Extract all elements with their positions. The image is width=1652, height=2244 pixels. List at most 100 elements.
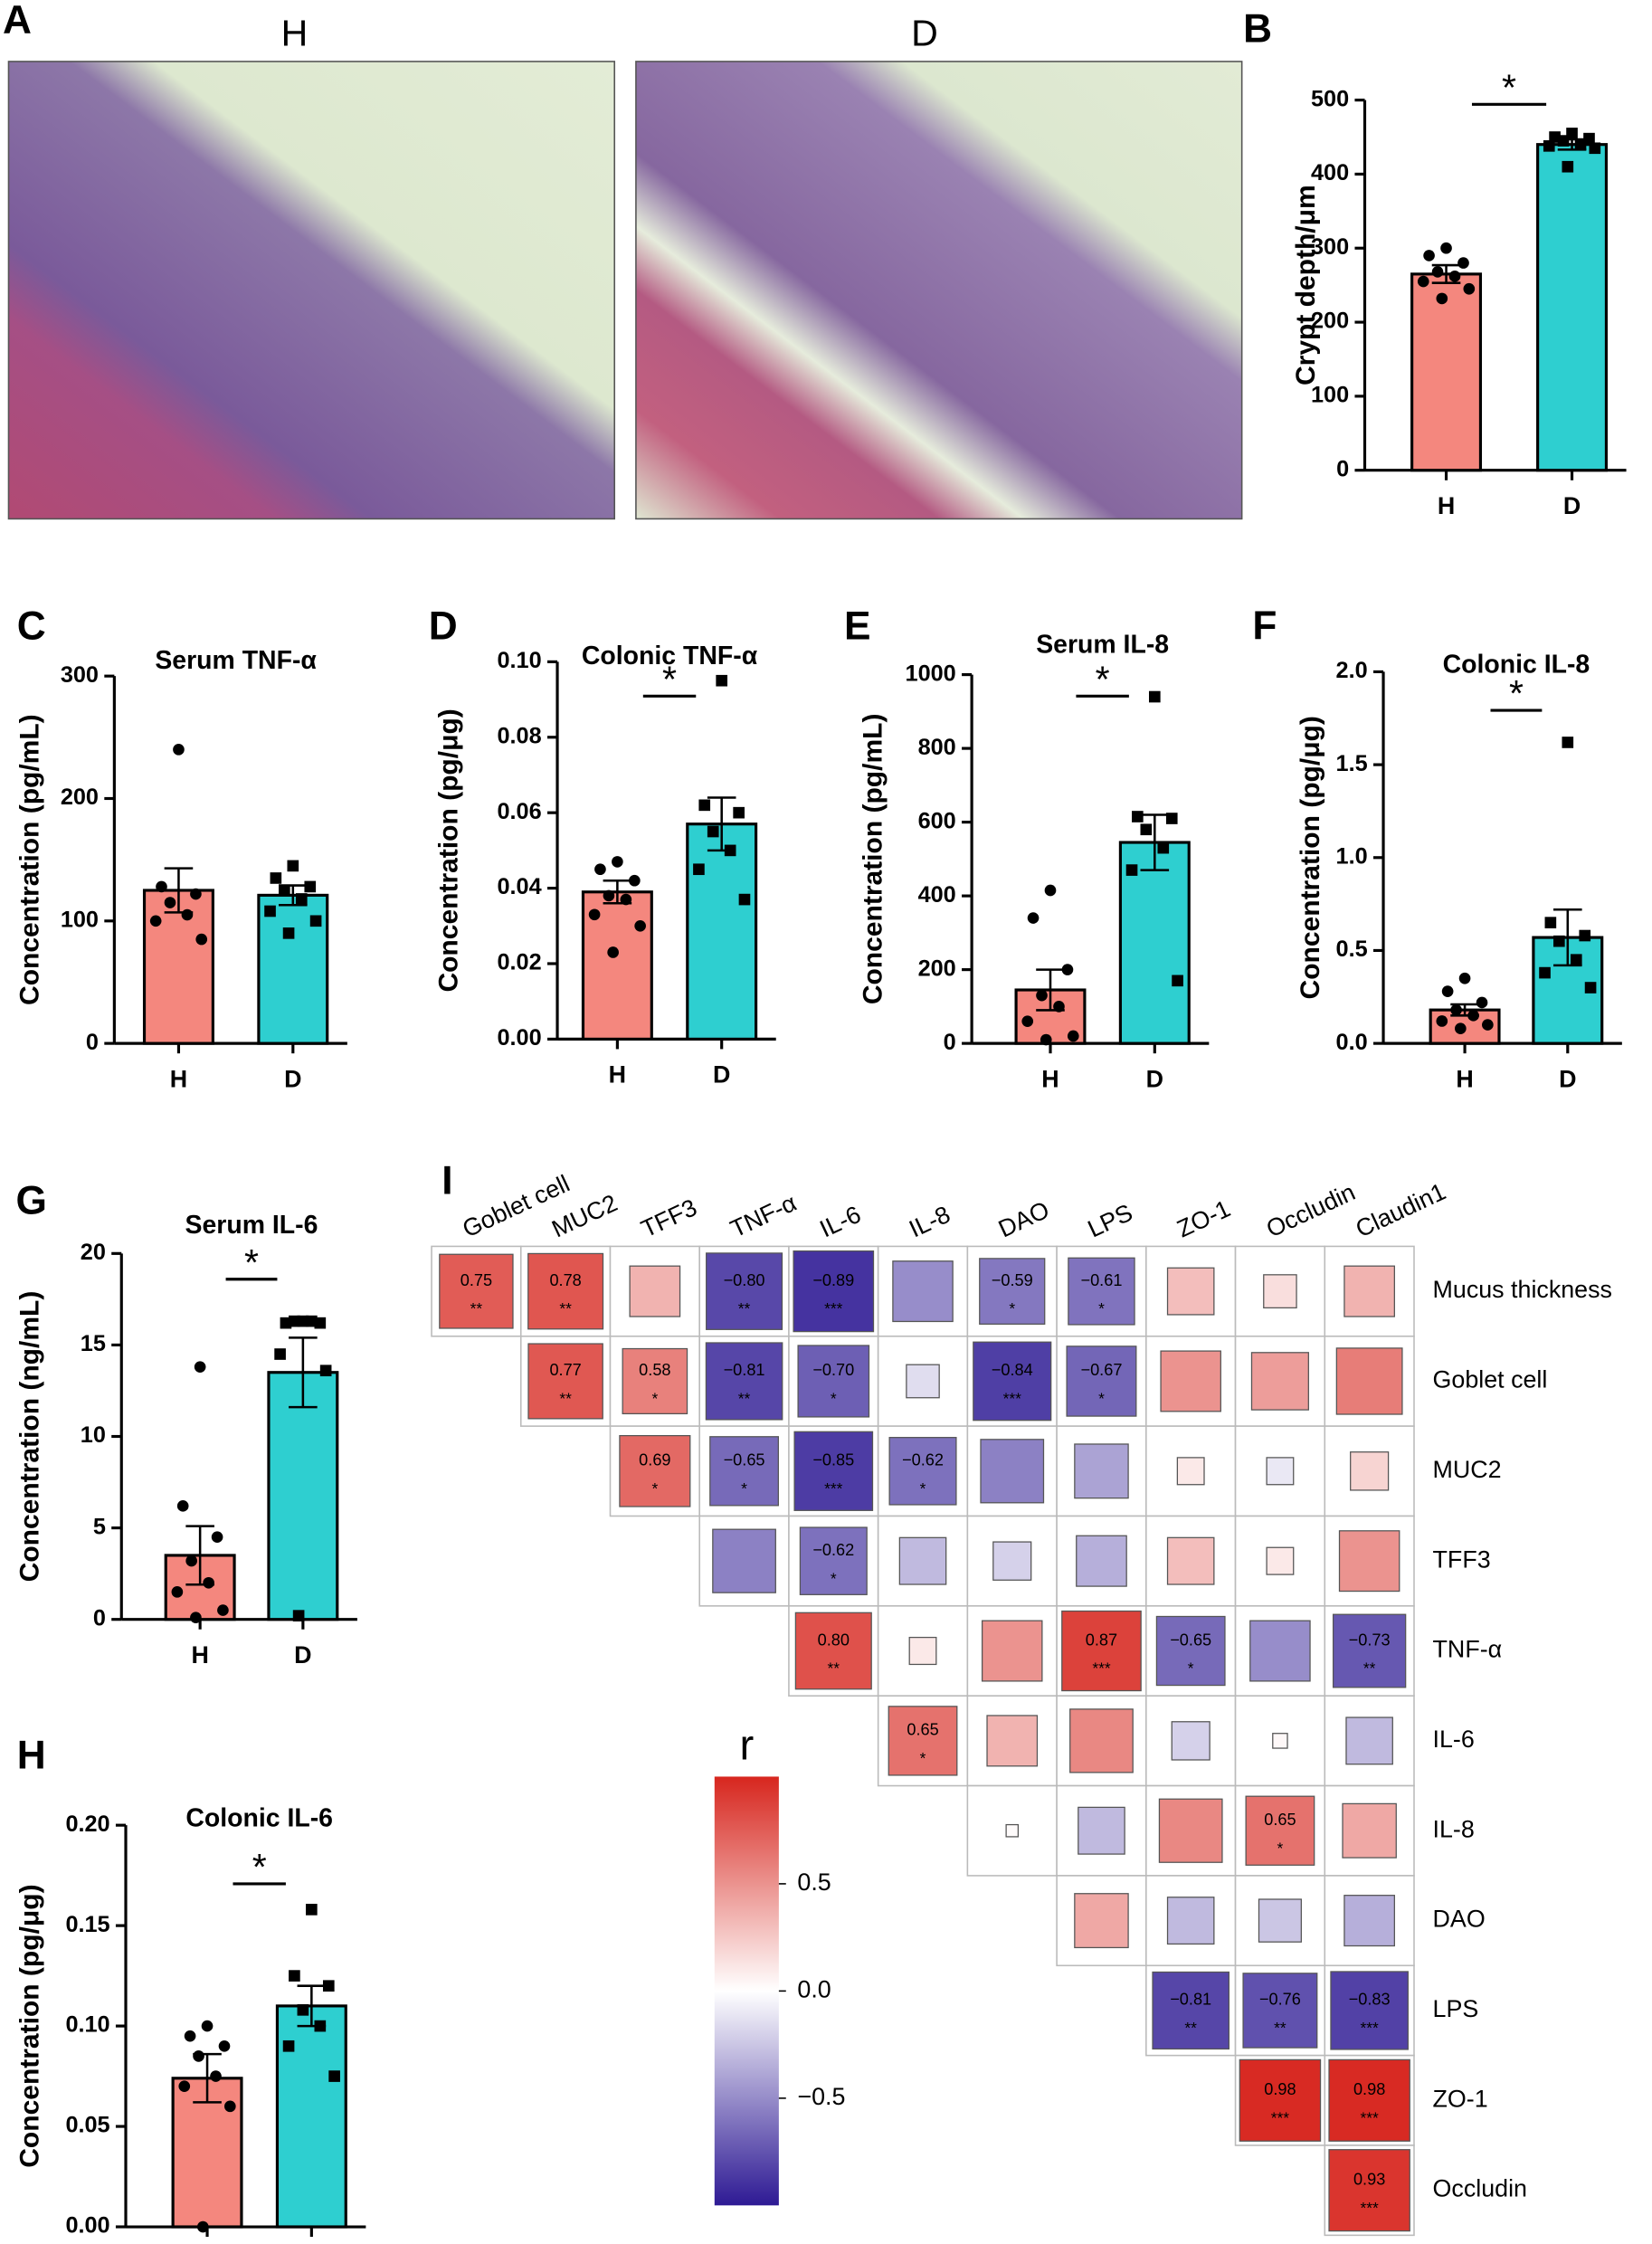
bar [686, 822, 758, 1041]
data-point [297, 2004, 309, 2016]
data-point [185, 1555, 197, 1567]
data-point [173, 744, 185, 756]
data-point [210, 2070, 222, 2082]
data-point [1431, 266, 1444, 278]
error-bar [1431, 263, 1461, 284]
y-tick-label: 0.10 [65, 2012, 109, 2038]
row-label: DAO [1433, 1906, 1486, 1933]
y-tick-label: 0 [944, 1030, 956, 1055]
correlation-cell [1166, 1897, 1215, 1945]
cell-stars: *** [824, 1299, 843, 1317]
y-tick-label: 300 [1311, 234, 1349, 260]
data-point [156, 880, 167, 893]
data-point [181, 908, 194, 921]
correlation-cell [1250, 1352, 1309, 1411]
correlation-cell [973, 1341, 1052, 1422]
x-tick-label: H [1438, 492, 1455, 519]
cell-value: 0.78 [549, 1271, 581, 1289]
correlation-cell [1069, 1708, 1134, 1773]
cell-stars: * [1188, 1659, 1194, 1678]
correlation-cell [705, 1342, 783, 1421]
data-point [149, 915, 162, 927]
y-tick-label: 400 [1311, 160, 1349, 185]
row-label: IL-6 [1433, 1726, 1475, 1753]
y-tick-label: 0 [93, 1605, 106, 1631]
data-point [1040, 1033, 1052, 1046]
data-point [1125, 864, 1138, 876]
row-label: TFF3 [1433, 1545, 1491, 1573]
data-point [1544, 917, 1557, 928]
row-label: Occludin [1433, 2175, 1527, 2202]
colorbar [714, 1776, 779, 2206]
panel-letter: I [441, 1159, 452, 1203]
cell-value: 0.98 [1264, 2080, 1296, 2098]
data-point [282, 2040, 295, 2052]
data-point [314, 2020, 327, 2032]
data-point [1543, 140, 1555, 152]
correlation-cell [898, 1536, 947, 1585]
colorbar-tick-label: 0.0 [797, 1975, 831, 2002]
cell-stars: ** [738, 1299, 751, 1317]
correlation-cell [888, 1706, 958, 1776]
cell-stars: ** [559, 1299, 572, 1317]
panel-letter: G [16, 1179, 47, 1223]
y-tick-label: 200 [61, 784, 99, 810]
y-tick-label: 0 [1336, 456, 1349, 481]
correlation-cell [1068, 1257, 1135, 1326]
y-tick-label: 0.15 [65, 1912, 109, 1937]
data-point [1044, 884, 1057, 897]
bar [1536, 143, 1609, 472]
cell-stars: * [1009, 1299, 1015, 1317]
y-tick-label: 1.5 [1336, 751, 1368, 776]
data-point [223, 2100, 236, 2113]
colorbar-title: r [739, 1721, 754, 1769]
column-label: TFF3 [637, 1193, 701, 1242]
significance-mark: * [1509, 672, 1524, 714]
cell-stars: ** [1184, 2019, 1197, 2037]
x-tick-label: H [191, 1641, 208, 1669]
y-tick-label: 200 [918, 956, 956, 981]
histology-image [635, 61, 1243, 520]
correlation-cell [712, 1528, 776, 1593]
cell-stars: * [920, 1749, 926, 1767]
data-point [1482, 1019, 1494, 1031]
correlation-cell [1328, 2149, 1410, 2232]
data-point [1132, 811, 1144, 822]
y-tick-label: 2.0 [1336, 658, 1368, 683]
data-point [178, 2080, 191, 2092]
correlation-cell [1343, 1895, 1395, 1947]
panel-letter: H [17, 1734, 46, 1778]
correlation-cell [527, 1252, 604, 1330]
chart-title: Serum IL-6 [185, 1211, 318, 1240]
column-label: IL-6 [816, 1201, 866, 1243]
column-label: Occludin [1262, 1178, 1359, 1242]
correlation-cell [1272, 1733, 1288, 1749]
y-axis-label: Crypt depth/μm [1291, 185, 1321, 385]
cell-value: −0.62 [902, 1451, 944, 1469]
data-point [1589, 142, 1601, 155]
data-point [201, 2020, 214, 2032]
correlation-cell [981, 1620, 1043, 1682]
column-label: ZO-1 [1173, 1194, 1234, 1242]
data-point [620, 893, 632, 906]
y-tick-label: 0.00 [65, 2213, 109, 2239]
panel-letter: E [844, 604, 871, 649]
y-tick-label: 0.08 [497, 723, 541, 748]
data-point [195, 933, 208, 946]
cell-value: −0.67 [1080, 1361, 1122, 1379]
correlation-cell [622, 1347, 688, 1415]
cell-value: −0.89 [812, 1271, 854, 1289]
y-tick-label: 600 [918, 808, 956, 833]
correlation-cell [1158, 1798, 1223, 1863]
data-point [306, 1315, 318, 1327]
cell-value: 0.65 [1264, 1811, 1296, 1829]
data-point [1539, 966, 1551, 979]
x-tick-label: D [1146, 1065, 1163, 1092]
correlation-cell [1066, 1345, 1137, 1417]
significance-mark: * [1502, 66, 1516, 108]
y-tick-label: 10 [81, 1422, 106, 1448]
x-tick-label: D [294, 1641, 311, 1669]
cell-stars: * [651, 1390, 658, 1408]
correlation-cell [1258, 1898, 1302, 1943]
